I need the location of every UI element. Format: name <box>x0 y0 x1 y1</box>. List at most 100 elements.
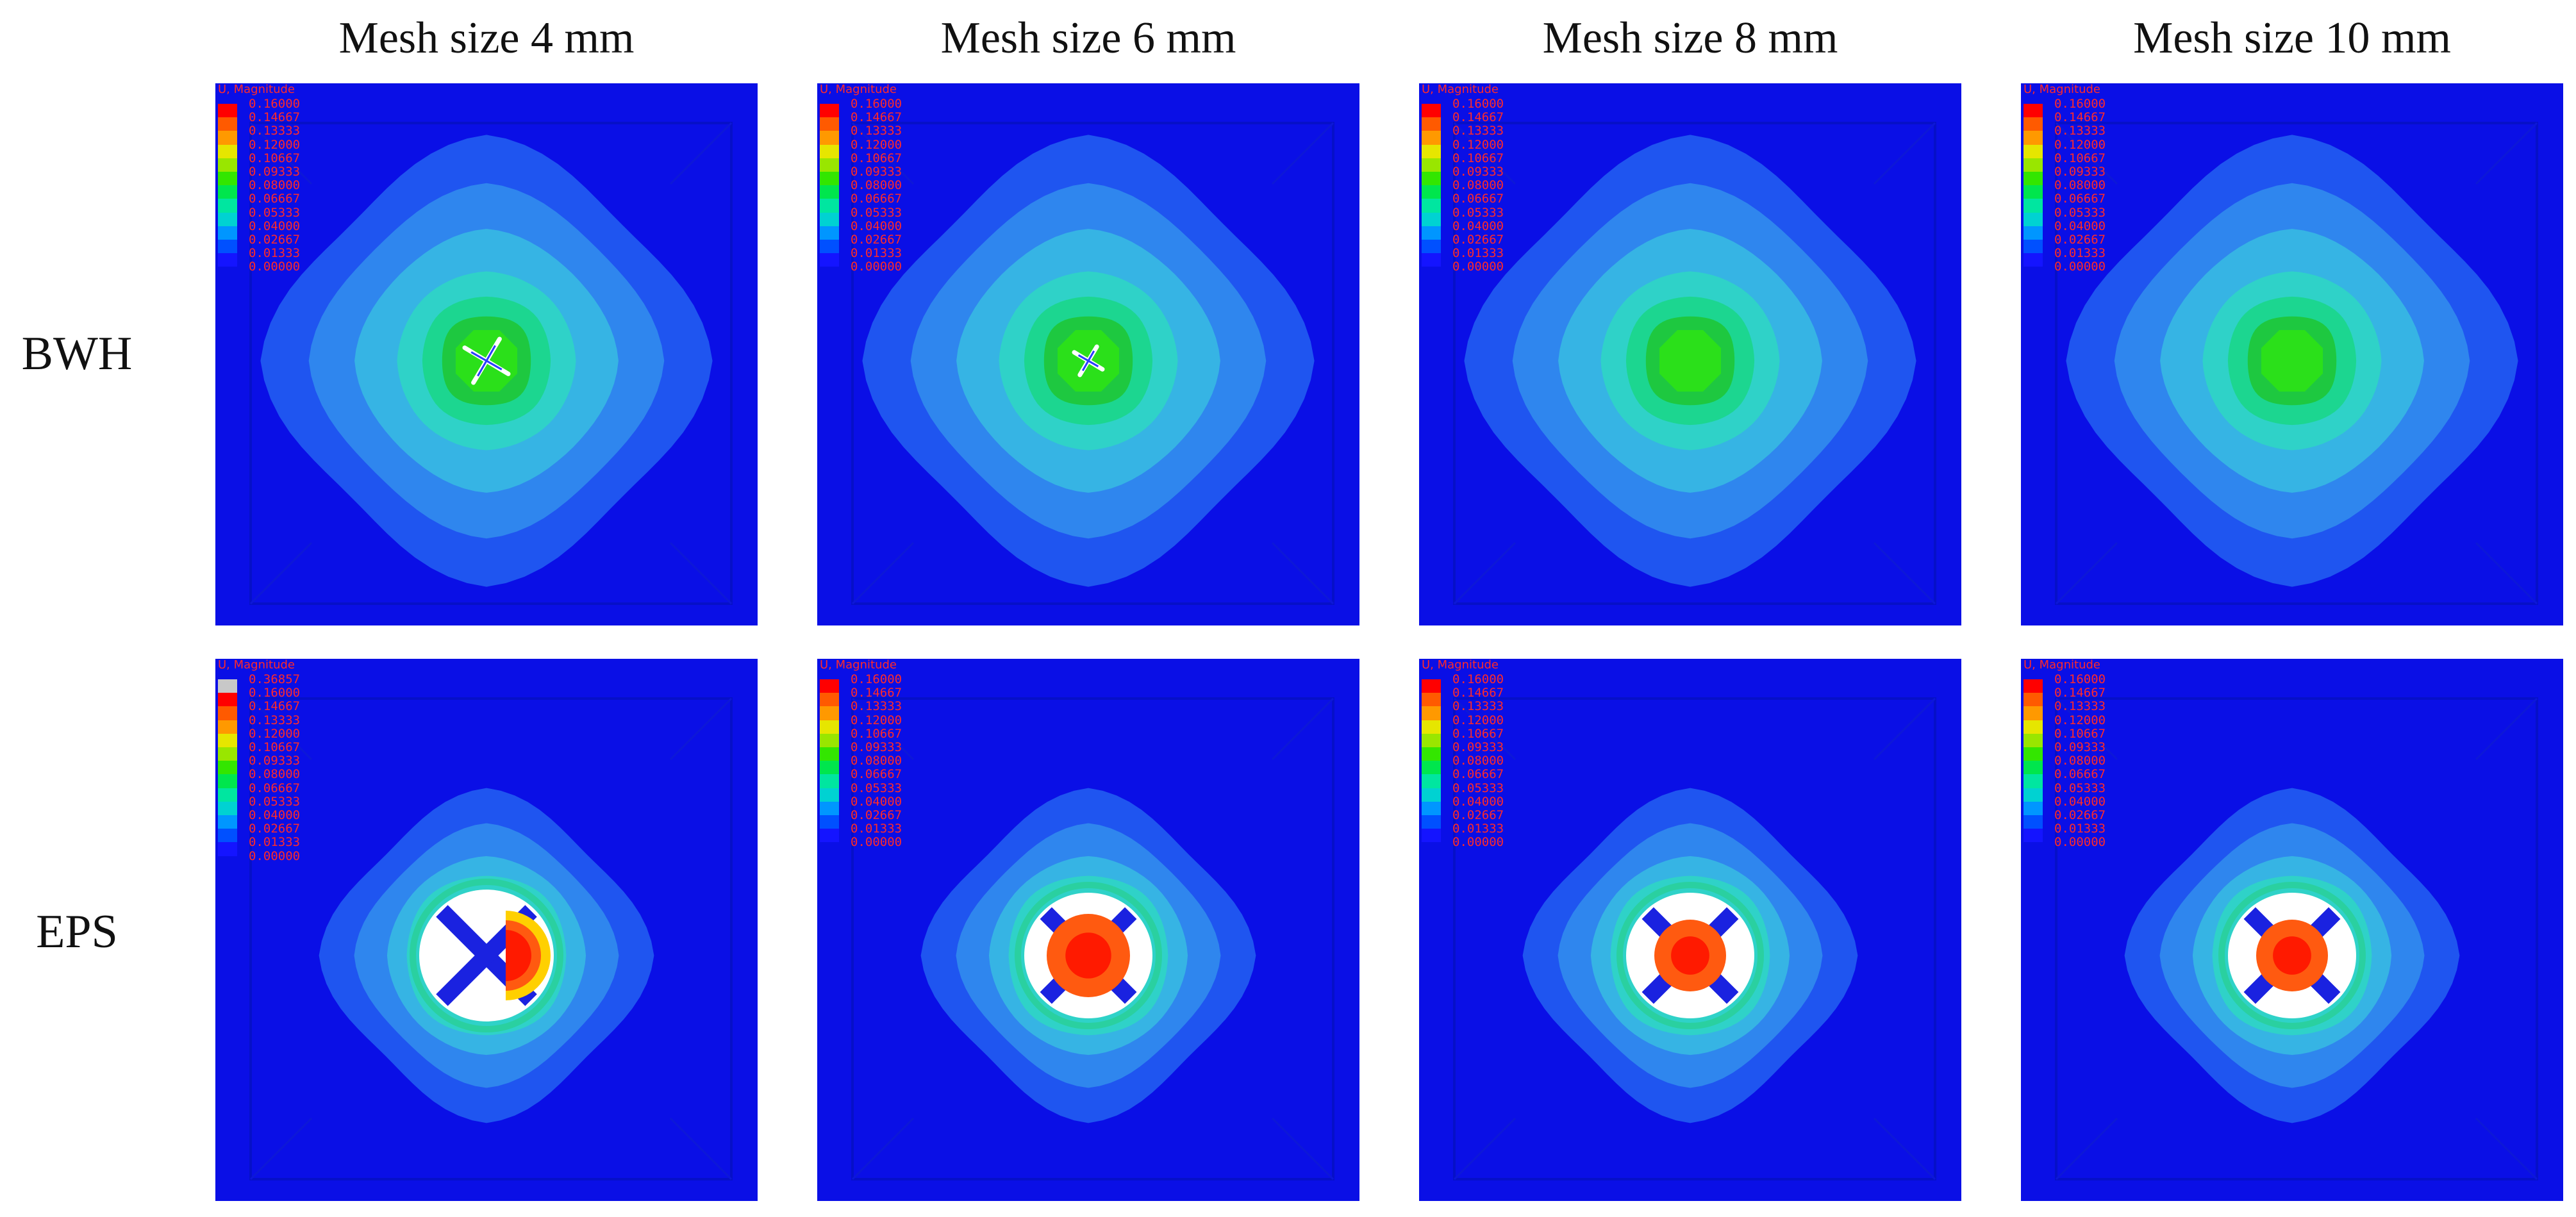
legend-value: 0.04000 <box>1452 794 1504 809</box>
legend-swatch <box>2023 801 2043 815</box>
legend-value: 0.00000 <box>1452 835 1504 850</box>
legend-swatch <box>2023 788 2043 802</box>
legend-swatch <box>820 829 839 843</box>
legend-title: U, Magnitude <box>2023 83 2100 96</box>
legend-swatch <box>820 144 839 158</box>
legend-value: 0.14667 <box>851 686 902 700</box>
legend-value: 0.16000 <box>1452 97 1504 111</box>
legend-swatch <box>820 240 839 254</box>
legend-swatch <box>218 801 237 815</box>
legend-value: 0.05333 <box>851 781 902 795</box>
legend-swatch <box>2023 733 2043 747</box>
legend-value: 0.06667 <box>1452 192 1504 206</box>
legend-value: 0.05333 <box>1452 205 1504 220</box>
legend-value: 0.05333 <box>249 794 301 809</box>
contour-plot <box>1419 83 1961 625</box>
color-legend: U, Magnitude 0.16000 0.14667 0.13333 0.12000… <box>817 659 984 864</box>
legend-swatch <box>218 815 237 829</box>
legend-swatch <box>2023 185 2043 199</box>
legend-swatch <box>820 253 839 267</box>
legend-value: 0.02667 <box>851 808 902 822</box>
contour-plot <box>2021 659 2563 1201</box>
legend-value: 0.01333 <box>2054 822 2106 836</box>
legend-swatch <box>2023 240 2043 254</box>
legend-swatch <box>820 226 839 240</box>
legend-value: 0.12000 <box>1452 137 1504 152</box>
legend-value: 0.13333 <box>249 124 301 138</box>
legend-swatch <box>1422 774 1441 788</box>
legend-value: 0.01333 <box>851 822 902 836</box>
legend-value: 0.16000 <box>2054 97 2106 111</box>
legend-swatch <box>218 253 237 267</box>
legend-title: U, Magnitude <box>218 83 295 96</box>
row-label-bwh: BWH <box>21 327 133 380</box>
legend-value: 0.02667 <box>2054 233 2106 247</box>
legend-swatch <box>820 815 839 829</box>
legend-value: 0.14667 <box>249 110 301 125</box>
legend-value: 0.04000 <box>851 794 902 809</box>
legend-swatch <box>218 104 237 118</box>
legend-value: 0.04000 <box>851 219 902 233</box>
legend-swatch <box>1422 747 1441 761</box>
legend-swatch <box>820 693 839 707</box>
legend-swatch <box>2023 815 2043 829</box>
legend-swatch <box>218 747 237 761</box>
legend-value: 0.01333 <box>2054 246 2106 261</box>
legend-value: 0.16000 <box>249 97 301 111</box>
panel-eps-8mm: U, Magnitude 0.16000 0.14667 0.13333 0.12000… <box>1419 659 1961 1201</box>
color-legend: U, Magnitude 0.16000 0.14667 0.13333 0.12000… <box>1419 83 1586 288</box>
legend-value: 0.00000 <box>1452 260 1504 274</box>
legend-value: 0.13333 <box>2054 124 2106 138</box>
legend-swatch <box>1422 829 1441 843</box>
legend-swatch <box>820 801 839 815</box>
legend-swatch <box>218 158 237 172</box>
contour-plot <box>817 659 1359 1201</box>
legend-swatch <box>218 226 237 240</box>
legend-value: 0.00000 <box>851 835 902 850</box>
legend-swatch <box>1422 706 1441 720</box>
legend-swatch <box>820 117 839 131</box>
legend-swatch <box>2023 829 2043 843</box>
color-legend: U, Magnitude 0.16000 0.14667 0.13333 0.12000… <box>2021 659 2188 864</box>
legend-value: 0.10667 <box>1452 726 1504 741</box>
legend-swatch <box>2023 706 2043 720</box>
legend-swatch <box>2023 720 2043 734</box>
legend-swatch <box>1422 801 1441 815</box>
legend-swatch <box>218 829 237 843</box>
legend-swatch <box>2023 212 2043 226</box>
legend-swatch <box>2023 104 2043 118</box>
legend-swatch <box>1422 172 1441 186</box>
legend-value: 0.10667 <box>851 151 902 165</box>
legend-value: 0.13333 <box>851 124 902 138</box>
legend-swatch <box>2023 253 2043 267</box>
legend-value: 0.09333 <box>2054 165 2106 179</box>
legend-swatch <box>1422 226 1441 240</box>
legend-swatch <box>1422 158 1441 172</box>
contour-plot <box>1419 659 1961 1201</box>
legend-swatch <box>1422 815 1441 829</box>
panel-eps-10mm: U, Magnitude 0.16000 0.14667 0.13333 0.12000… <box>2021 659 2563 1201</box>
legend-swatch <box>1422 144 1441 158</box>
legend-swatch <box>2023 693 2043 707</box>
legend-swatch <box>218 212 237 226</box>
legend-swatch <box>820 679 839 693</box>
legend-title: U, Magnitude <box>2023 659 2100 672</box>
legend-swatch <box>1422 104 1441 118</box>
legend-value: 0.06667 <box>851 192 902 206</box>
legend-value: 0.12000 <box>249 726 301 741</box>
legend-value: 0.12000 <box>249 137 301 152</box>
legend-value: 0.12000 <box>851 137 902 152</box>
legend-value: 0.09333 <box>249 754 301 768</box>
legend-value: 0.10667 <box>249 151 301 165</box>
legend-value: 0.12000 <box>1452 713 1504 727</box>
legend-swatch <box>1422 788 1441 802</box>
legend-swatch <box>820 720 839 734</box>
legend-value: 0.06667 <box>2054 192 2106 206</box>
legend-swatch <box>1422 212 1441 226</box>
legend-swatch <box>1422 240 1441 254</box>
color-legend: U, Magnitude 0.16000 0.14667 0.13333 0.12000… <box>1419 659 1586 864</box>
legend-swatch <box>218 693 237 707</box>
panel-bwh-6mm: U, Magnitude 0.16000 0.14667 0.13333 0.12000… <box>817 83 1359 625</box>
legend-value: 0.09333 <box>851 740 902 754</box>
legend-swatch <box>218 131 237 145</box>
